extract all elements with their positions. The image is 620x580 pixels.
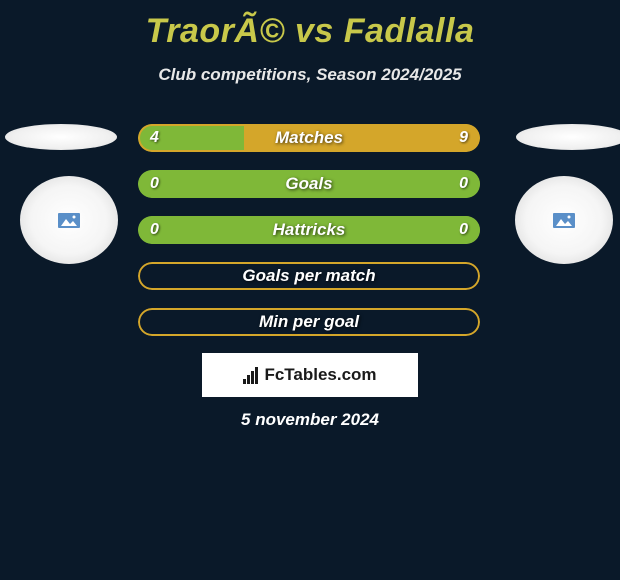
stat-label: Hattricks [273, 220, 346, 240]
stat-left-value: 0 [150, 175, 159, 193]
stat-label: Goals [285, 174, 332, 194]
image-placeholder-icon [58, 213, 80, 228]
club-right-logo [515, 176, 613, 264]
image-placeholder-icon [553, 213, 575, 228]
stat-label: Matches [275, 128, 343, 148]
stat-right-value: 0 [459, 175, 468, 193]
brand-text: FcTables.com [264, 365, 376, 385]
stat-row-goals-per-match: Goals per match [138, 262, 480, 290]
stat-label: Min per goal [259, 312, 359, 332]
club-left-logo [20, 176, 118, 264]
stat-right-value: 0 [459, 221, 468, 239]
stat-row-goals: 0 Goals 0 [138, 170, 480, 198]
player-left-avatar [5, 124, 117, 150]
stat-row-min-per-goal: Min per goal [138, 308, 480, 336]
player-right-avatar [516, 124, 620, 150]
stat-row-matches: 4 Matches 9 [138, 124, 480, 152]
stat-left-value: 4 [150, 129, 159, 147]
date-text: 5 november 2024 [241, 410, 379, 430]
stats-container: 4 Matches 9 0 Goals 0 0 Hattricks 0 Goal… [138, 124, 480, 354]
brand-box: FcTables.com [202, 353, 418, 397]
stat-right-value: 9 [459, 129, 468, 147]
stat-label: Goals per match [242, 266, 375, 286]
stat-row-hattricks: 0 Hattricks 0 [138, 216, 480, 244]
stat-left-value: 0 [150, 221, 159, 239]
bar-chart-icon [243, 367, 258, 384]
page-title: TraorÃ© vs Fadlalla [0, 0, 620, 51]
page-subtitle: Club competitions, Season 2024/2025 [0, 65, 620, 85]
